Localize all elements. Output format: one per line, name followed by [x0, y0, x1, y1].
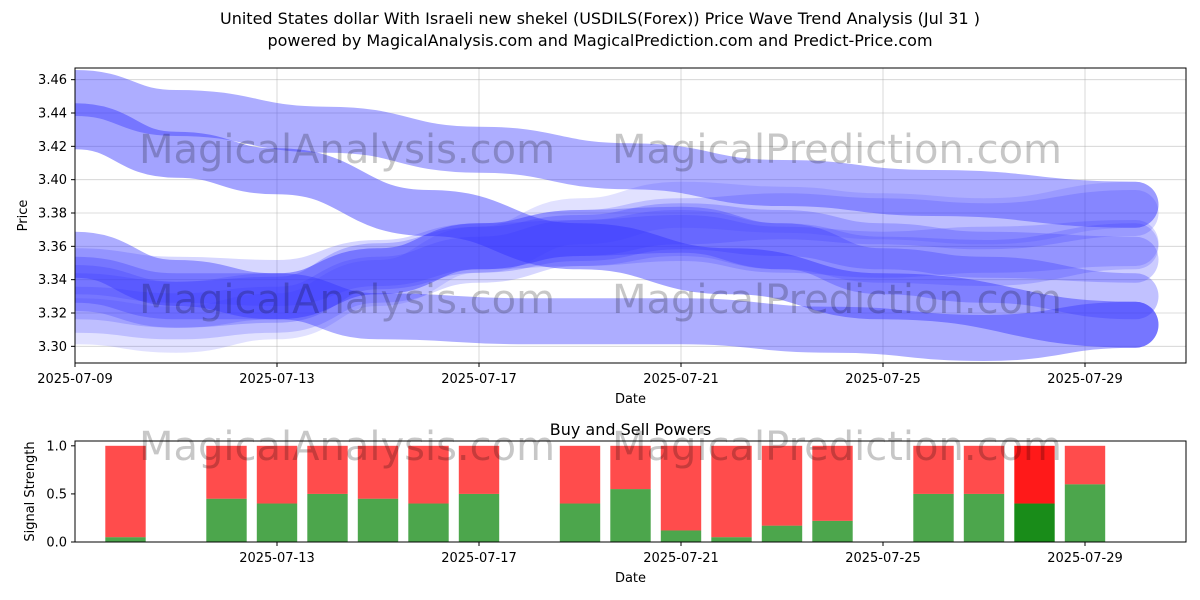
x-tick-label: 2025-07-17	[441, 551, 517, 566]
x-tick-label: 2025-07-09	[37, 372, 113, 387]
wave-band	[75, 190, 1159, 328]
buy-bar	[660, 530, 702, 542]
buy-bar	[610, 489, 651, 542]
y-tick-label: 3.36	[38, 240, 67, 255]
wave-band	[75, 203, 1159, 328]
x-tick-label: 2025-07-21	[643, 551, 719, 566]
x-tick-label: 2025-07-29	[1047, 372, 1123, 387]
buy-bar	[812, 520, 853, 542]
sell-bar	[307, 445, 348, 494]
buy-bar	[357, 498, 399, 542]
sell-bar	[913, 445, 954, 494]
watermark-text: MagicalAnalysis.com	[139, 277, 555, 323]
wave-band	[75, 103, 1159, 348]
buy-bar	[963, 493, 1005, 542]
x-tick-label: 2025-07-21	[643, 372, 719, 387]
y-tick-label: 3.32	[38, 307, 67, 322]
y-tick-label: 3.42	[38, 140, 67, 155]
y-tick-label: 1.0	[46, 439, 67, 454]
sell-bar	[559, 445, 601, 504]
x-tick-label: 2025-07-25	[845, 551, 921, 566]
y-tick-label: 0.5	[46, 487, 67, 502]
wave-band	[75, 215, 1159, 306]
sell-bar	[458, 445, 500, 494]
y-tick-label: 3.30	[38, 340, 67, 355]
x-axis-label: Date	[615, 571, 646, 586]
chart-title-line1: United States dollar With Israeli new sh…	[220, 9, 980, 28]
wave-band	[75, 210, 1159, 340]
x-tick-label: 2025-07-29	[1047, 551, 1123, 566]
sell-bar	[610, 445, 651, 490]
subplot-title: Buy and Sell Powers	[550, 420, 712, 439]
watermark-text: MagicalAnalysis.com	[139, 127, 555, 173]
buy-bar	[761, 525, 803, 542]
buy-bar	[408, 503, 449, 542]
sell-bar	[408, 445, 449, 504]
sell-bar	[357, 445, 399, 499]
price-wave-plot: 2025-07-09 2025-07-13 2025-07-17 2025-07-21…	[16, 67, 1187, 407]
top-plot-frame	[74, 67, 1187, 364]
sell-bar	[660, 445, 702, 531]
sell-bar	[812, 445, 853, 521]
buy-bar	[1064, 484, 1106, 542]
chart-title-line2: powered by MagicalAnalysis.com and Magic…	[267, 31, 933, 50]
y-tick-label: 3.34	[38, 273, 67, 288]
y-tick-label: 3.44	[38, 107, 67, 122]
y-tick-label: 3.38	[38, 207, 67, 222]
buy-bar	[206, 498, 247, 542]
sell-bar	[711, 445, 752, 538]
buy-bar	[1014, 503, 1055, 542]
buy-bar	[307, 493, 348, 542]
watermark-layer: MagicalAnalysis.com MagicalPrediction.com…	[139, 127, 1062, 470]
x-tick-label: 2025-07-17	[441, 372, 517, 387]
sell-bar	[256, 445, 298, 504]
wave-bands	[75, 70, 1159, 361]
x-axis-label: Date	[615, 392, 646, 407]
buy-bar	[913, 493, 954, 542]
buy-bar	[256, 503, 298, 542]
watermark-text: MagicalPrediction.com	[612, 127, 1062, 173]
x-tick-label: 2025-07-25	[845, 372, 921, 387]
buy-bar	[711, 537, 752, 542]
wave-band	[75, 231, 1159, 361]
y-axis-label: Signal Strength	[23, 441, 38, 541]
bottom-plot-frame	[74, 440, 1187, 543]
y-tick-label: 0.0	[46, 536, 67, 551]
sell-bar	[105, 445, 146, 538]
buy-bar	[458, 493, 500, 542]
buy-sell-plot: 2025-07-13 2025-07-17 2025-07-21 2025-07-25…	[23, 420, 1187, 586]
sell-bar	[1014, 445, 1055, 504]
sell-bar	[761, 445, 803, 526]
watermark-text: MagicalPrediction.com	[612, 424, 1062, 470]
watermark-text: MagicalAnalysis.com	[139, 424, 555, 470]
y-tick-label: 3.40	[38, 173, 67, 188]
sell-bar	[1064, 445, 1106, 485]
wave-band	[75, 206, 1159, 320]
y-axis-label: Price	[16, 200, 31, 232]
sell-bar	[963, 445, 1005, 494]
wave-band	[75, 181, 1159, 353]
sell-bar	[206, 445, 247, 499]
x-tick-label: 2025-07-13	[239, 372, 315, 387]
y-tick-label: 3.46	[38, 73, 67, 88]
x-tick-label: 2025-07-13	[239, 551, 315, 566]
buy-bar	[559, 503, 601, 542]
buy-bar	[105, 537, 146, 542]
wave-band	[75, 70, 1159, 228]
watermark-text: MagicalPrediction.com	[612, 277, 1062, 323]
